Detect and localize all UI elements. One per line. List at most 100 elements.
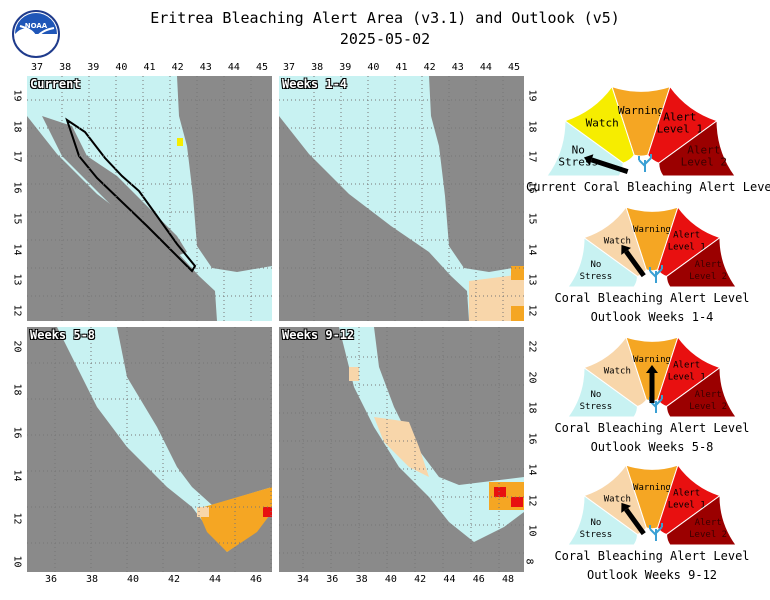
tick-label: 38: [355, 574, 368, 585]
gauge-weeks-5-8: No Stress Watch Warning Alert Level 1 Alert Lev…: [567, 330, 737, 424]
watch-area: [374, 417, 429, 477]
map-weeks-1-4-svg: [279, 76, 524, 321]
tick-label: 14: [11, 469, 23, 482]
tick-label: 19: [11, 89, 23, 102]
gauge-label-alert1: Alert: [673, 360, 700, 370]
tick-label: 46: [472, 574, 485, 585]
gauge-label-watch: Watch: [586, 117, 619, 130]
coral-icon: [649, 265, 663, 283]
tick-label: 37: [283, 62, 296, 73]
alert-area-outline: [65, 117, 197, 273]
tick-label: 45: [508, 62, 521, 73]
tick-label: 40: [367, 62, 380, 73]
map-label: Weeks 9-12: [282, 328, 355, 342]
map-weeks-1-4: Weeks 1-4: [279, 76, 524, 321]
gauge-label-no-stress: No: [590, 390, 601, 400]
coral-icon: [649, 395, 663, 413]
gauge-label-warning: Warning: [633, 355, 671, 365]
gauge-label-watch: Watch: [604, 236, 631, 246]
gauge-label-alert1: Level 1: [668, 372, 706, 382]
gauge-label-alert1: Level 1: [657, 123, 703, 136]
tick-label: 18: [11, 383, 23, 396]
map-weeks-9-12-svg: [279, 327, 524, 572]
map-label: Current: [30, 77, 81, 91]
gauge-label-alert1: Alert: [673, 488, 700, 498]
gauge-label-watch: Watch: [604, 494, 631, 504]
tick-label: 40: [115, 62, 128, 73]
tick-label: 42: [423, 62, 436, 73]
tick-label: 14: [526, 463, 538, 476]
gauge-label-alert2: Level 2: [689, 402, 727, 412]
watch-cell: [177, 138, 183, 146]
gauge-label-no-stress: Stress: [580, 530, 613, 540]
sea-area: [339, 327, 524, 542]
gauge-label-no-stress: Stress: [580, 402, 613, 412]
tick-label: 12: [526, 494, 538, 507]
sea-area: [27, 76, 272, 321]
tick-label: 17: [526, 150, 538, 163]
alert1-cell: [511, 497, 523, 507]
tick-label: 14: [11, 243, 23, 256]
gauge-caption: Coral Bleaching Alert Level: [554, 421, 750, 435]
gauge-caption-outlook: Outlook Weeks 9-12: [586, 568, 718, 582]
gauge-label-alert1: Alert: [663, 111, 696, 124]
tick-label: 39: [87, 62, 100, 73]
noaa-logo: NOAA: [12, 10, 60, 62]
tick-label: 12: [526, 304, 538, 317]
gauge-label-alert1: Alert: [673, 230, 700, 240]
alert1-cell: [263, 507, 272, 517]
tick-label: 18: [526, 120, 538, 133]
gauge-caption: Coral Bleaching Alert Level: [554, 549, 750, 563]
gauge-label-watch: Watch: [604, 366, 631, 376]
tick-label: 12: [11, 512, 23, 525]
tick-label: 40: [384, 574, 397, 585]
gauge-segment-alert2: [666, 366, 737, 418]
sea-area: [279, 76, 524, 321]
gauge-label-alert1: Level 1: [668, 242, 706, 252]
tick-label: 34: [297, 574, 310, 585]
tick-label: 14: [526, 243, 538, 256]
gauge-pointer-head: [646, 365, 658, 373]
tick-label: 41: [395, 62, 408, 73]
gauge-label-alert2: Level 2: [689, 530, 727, 540]
gauge-caption-outlook: Outlook Weeks 5-8: [590, 440, 714, 454]
map-weeks-9-12: Weeks 9-12: [279, 327, 524, 572]
gauge-label-alert2: Alert: [695, 390, 722, 400]
tick-label: 15: [526, 212, 538, 225]
tick-label: 13: [11, 273, 23, 286]
tick-label: 38: [311, 62, 324, 73]
sea-area: [57, 327, 272, 552]
gauge-pointer: [590, 157, 629, 175]
tick-label: 44: [209, 574, 222, 585]
map-label: Weeks 5-8: [30, 328, 96, 342]
gauge-label-warning: Warning: [633, 225, 671, 235]
page-date: 2025-05-02: [339, 30, 431, 48]
gauge-caption: Coral Bleaching Alert Level: [554, 291, 750, 305]
gauge-label-alert2: Alert: [695, 260, 722, 270]
gauge-label-alert2: Alert: [687, 144, 720, 157]
gauge-label-alert1: Level 1: [668, 500, 706, 510]
tick-label: 38: [59, 62, 72, 73]
tick-label: 10: [11, 555, 23, 568]
map-current-svg: [27, 76, 272, 321]
tick-label: 15: [11, 212, 23, 225]
map-weeks-5-8-svg: [27, 327, 272, 572]
tick-label: 48: [502, 574, 515, 585]
page-title: Eritrea Bleaching Alert Area (v3.1) and …: [150, 9, 620, 27]
tick-label: 43: [451, 62, 464, 73]
tick-label: 10: [526, 524, 538, 537]
tick-label: 36: [326, 574, 339, 585]
watch-area: [469, 274, 524, 321]
tick-label: 18: [11, 120, 23, 133]
gauge-label-alert2: Level 2: [681, 156, 727, 169]
tick-label: 46: [250, 574, 263, 585]
tick-label: 44: [443, 574, 456, 585]
gauge-label-warning: Warning: [633, 483, 671, 493]
gauge-segment-alert2: [666, 236, 737, 288]
gauge-caption: Current Coral Bleaching Alert Level: [526, 180, 770, 194]
watch-cell: [349, 367, 359, 381]
coral-icon: [638, 154, 652, 172]
gauge-label-no-stress: No: [572, 144, 585, 157]
tick-label: 16: [526, 432, 538, 445]
warning-cell: [511, 306, 524, 321]
